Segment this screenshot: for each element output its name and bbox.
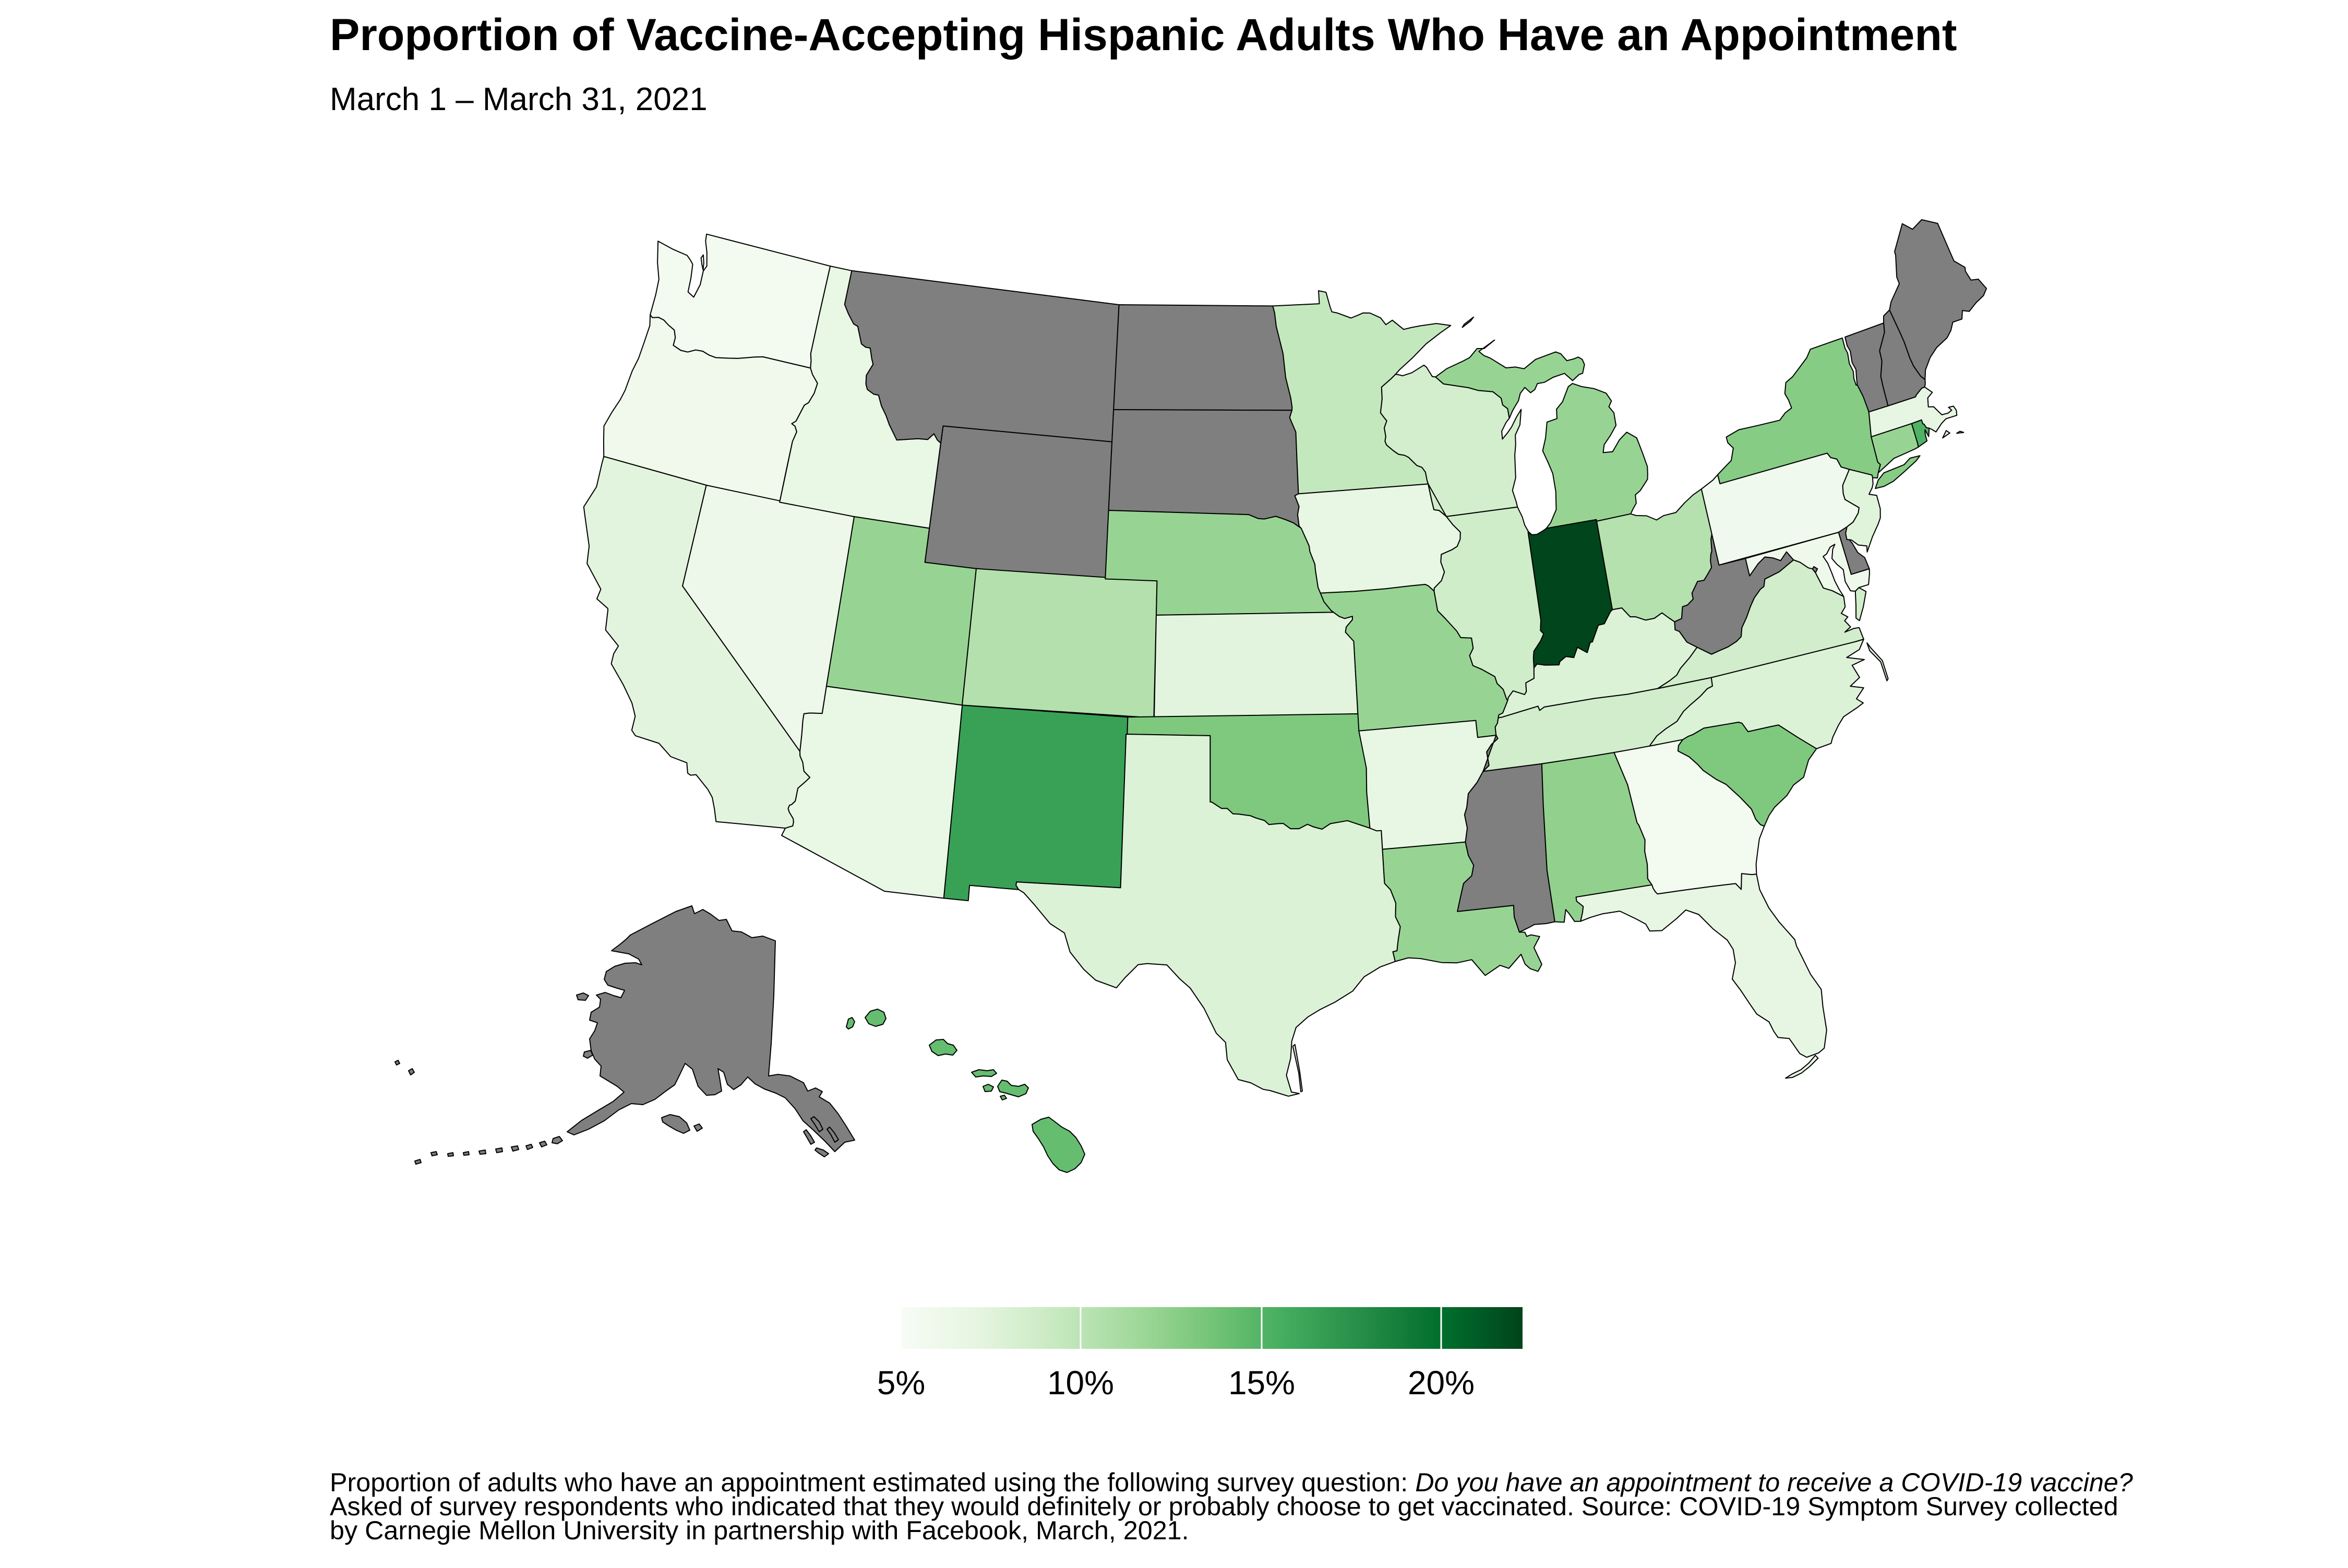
svg-text:20%: 20% <box>1408 1364 1475 1402</box>
svg-text:March 1 – March 31, 2021: March 1 – March 31, 2021 <box>330 81 708 117</box>
svg-text:Proportion of adults who have: Proportion of adults who have an appoint… <box>330 1467 2133 1497</box>
svg-text:15%: 15% <box>1228 1364 1295 1402</box>
svg-text:Asked of survey respondents wh: Asked of survey respondents who indicate… <box>330 1491 2118 1521</box>
svg-text:5%: 5% <box>877 1364 926 1402</box>
svg-text:Proportion of Vaccine-Acceptin: Proportion of Vaccine-Accepting Hispanic… <box>330 10 1957 60</box>
svg-text:10%: 10% <box>1047 1364 1114 1402</box>
svg-text:by Carnegie Mellon University: by Carnegie Mellon University in partner… <box>330 1515 1189 1545</box>
